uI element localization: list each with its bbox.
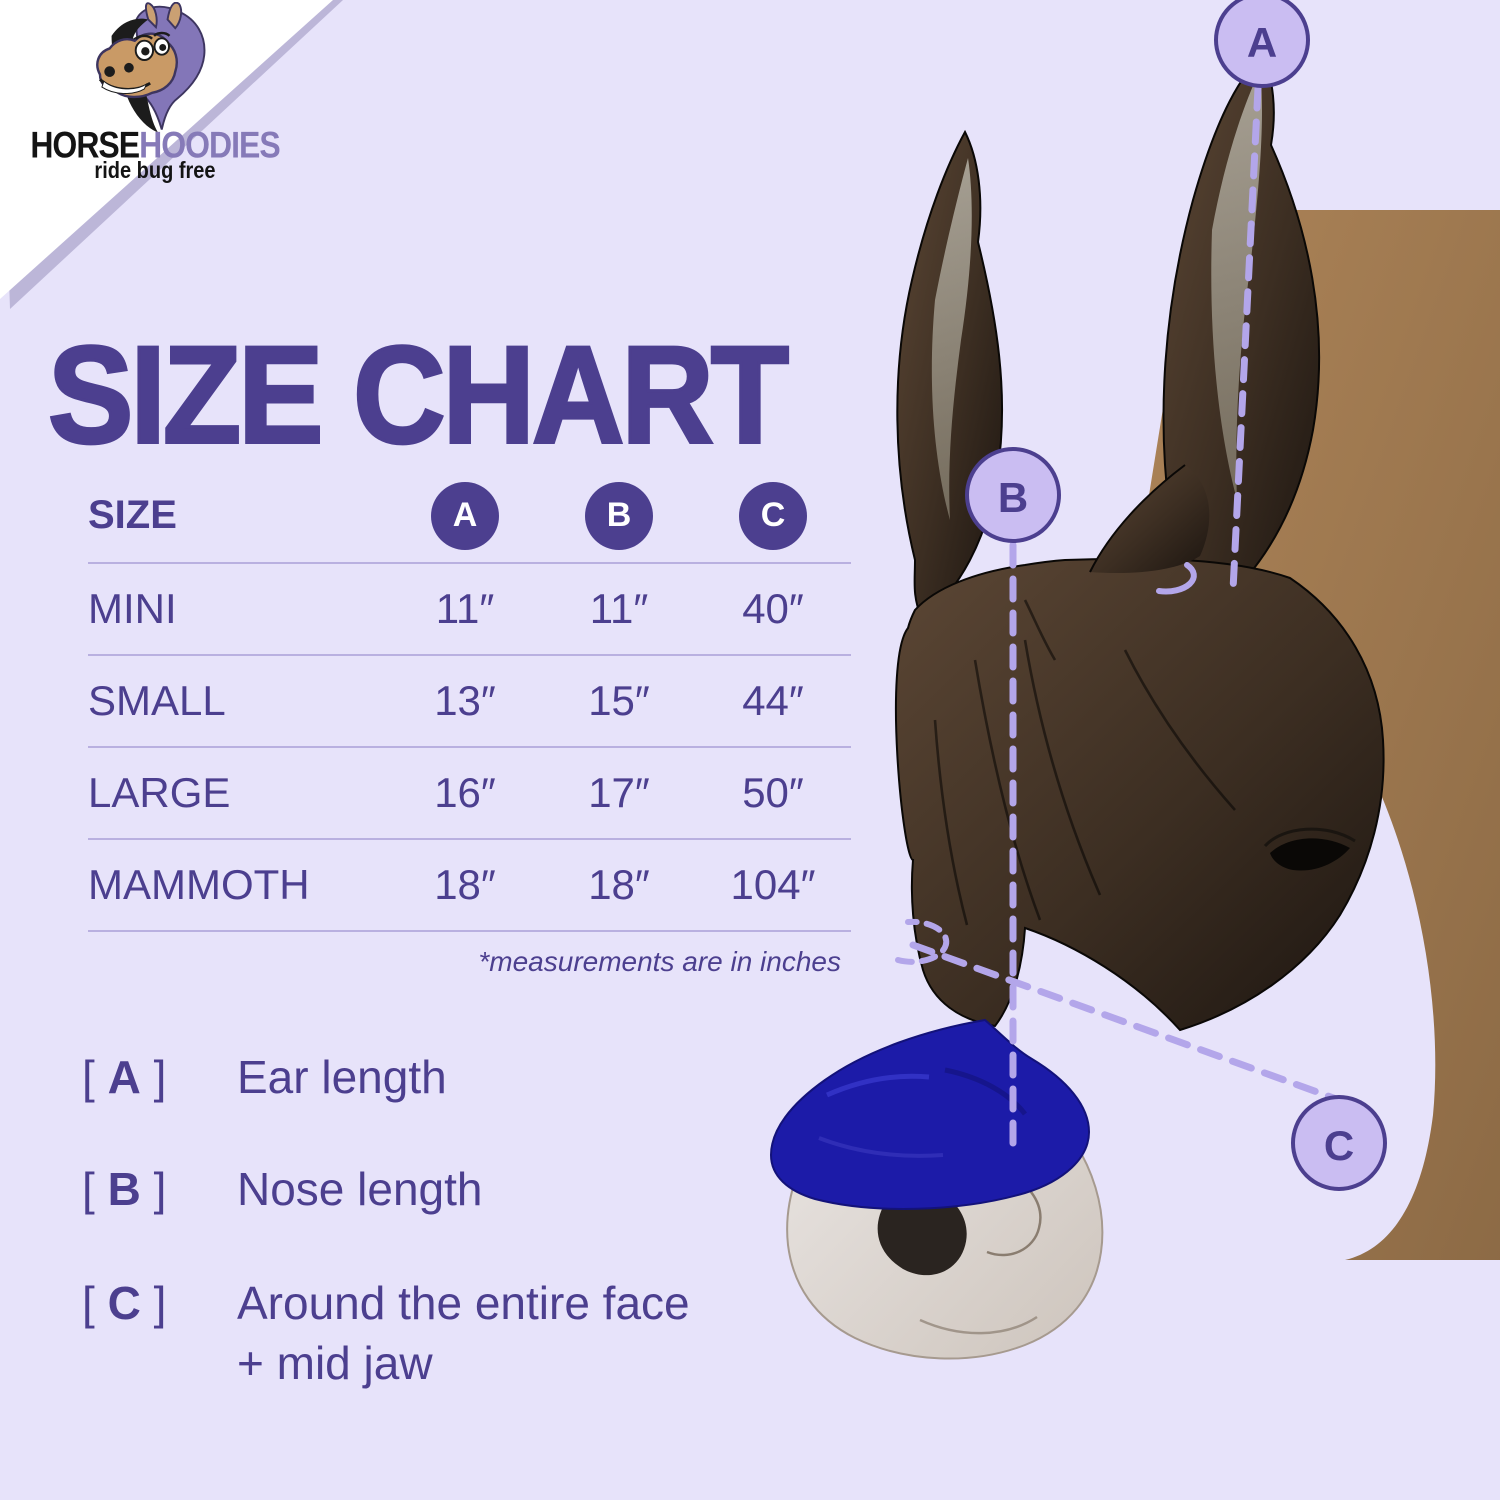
svg-text:B: B (998, 474, 1028, 521)
svg-text:A: A (1247, 19, 1277, 66)
svg-text:C: C (1324, 1122, 1354, 1169)
